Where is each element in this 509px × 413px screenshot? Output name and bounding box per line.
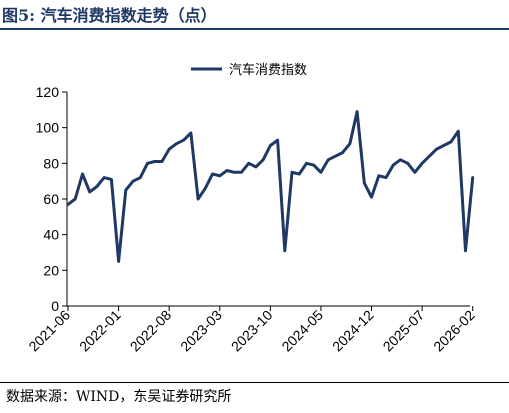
data-point [182, 139, 185, 142]
data-point [406, 162, 409, 165]
data-point [370, 196, 373, 199]
series-layer [66, 110, 475, 263]
data-point [160, 160, 164, 163]
data-point [269, 144, 272, 147]
x-tick-label: 2026-02 [430, 307, 478, 355]
y-tick-label: 120 [36, 84, 60, 100]
data-point [363, 181, 366, 185]
data-point [420, 162, 424, 165]
data-point [66, 203, 70, 206]
data-point [218, 174, 221, 177]
y-tick-label: 20 [43, 262, 59, 278]
data-point [305, 162, 308, 165]
data-point [117, 260, 120, 263]
y-tick-label: 0 [51, 298, 59, 314]
x-tick-label: 2022-01 [76, 307, 124, 355]
data-point [298, 172, 301, 176]
data-point [254, 165, 258, 169]
data-point [319, 171, 323, 174]
legend: 汽车消费指数 [191, 62, 307, 78]
series-line [66, 110, 475, 263]
source-note: 数据来源：WIND，东吴证券研究所 [6, 389, 232, 405]
data-point [276, 139, 279, 142]
source-divider [0, 382, 509, 383]
y-tick-label: 60 [43, 191, 59, 207]
data-point [124, 188, 128, 192]
data-point [428, 155, 431, 158]
data-point [110, 178, 113, 181]
data-point [471, 176, 474, 179]
y-tick-label: 40 [43, 227, 59, 243]
data-point [95, 185, 99, 188]
data-point [211, 172, 214, 176]
data-point [189, 131, 193, 135]
data-point [399, 158, 402, 161]
data-point [196, 197, 200, 201]
x-tick-label: 2025-07 [380, 307, 428, 355]
x-tick-label: 2023-10 [228, 307, 276, 355]
data-point [81, 172, 84, 176]
title-divider [0, 28, 509, 30]
data-point [131, 180, 135, 183]
data-point [204, 187, 207, 190]
data-point [290, 171, 294, 174]
data-point [377, 174, 380, 177]
legend-label: 汽车消费指数 [229, 62, 307, 78]
x-tick-label: 2021-06 [25, 307, 73, 355]
data-point [392, 163, 395, 167]
data-point [413, 171, 417, 174]
y-axis: 0 20 40 60 80 100 120 [36, 84, 68, 314]
data-point [464, 249, 467, 252]
data-point [341, 151, 344, 154]
data-point [261, 158, 265, 161]
data-point [348, 142, 352, 145]
data-point [168, 147, 171, 151]
data-point [175, 142, 178, 145]
data-point [442, 144, 445, 147]
data-point [102, 176, 106, 179]
data-point [88, 190, 91, 194]
x-axis: 2021-06 2022-01 2022-08 2023-03 2023-10 2024-… [25, 305, 478, 355]
x-tick-label: 2023-03 [177, 307, 225, 355]
data-point [233, 171, 236, 174]
data-point [312, 163, 315, 167]
y-tick-label: 100 [36, 120, 60, 136]
data-point [327, 158, 330, 161]
data-point [457, 130, 460, 133]
x-tick-label: 2022-08 [127, 307, 175, 355]
data-point [225, 169, 229, 172]
data-point [139, 176, 142, 179]
data-point [334, 155, 337, 158]
data-point [435, 147, 438, 151]
data-point [146, 162, 149, 165]
data-point [449, 140, 453, 144]
x-tick-label: 2024-12 [329, 307, 377, 355]
data-point [384, 176, 388, 179]
x-tick-label: 2024-05 [278, 307, 326, 355]
data-point [283, 249, 286, 252]
data-point [240, 171, 243, 174]
data-point [153, 160, 156, 163]
data-point [74, 197, 77, 201]
data-point [355, 110, 359, 113]
data-point [247, 162, 250, 165]
figure-title: 图5: 汽车消费指数走势（点） [2, 6, 217, 25]
y-tick-label: 80 [43, 155, 59, 171]
